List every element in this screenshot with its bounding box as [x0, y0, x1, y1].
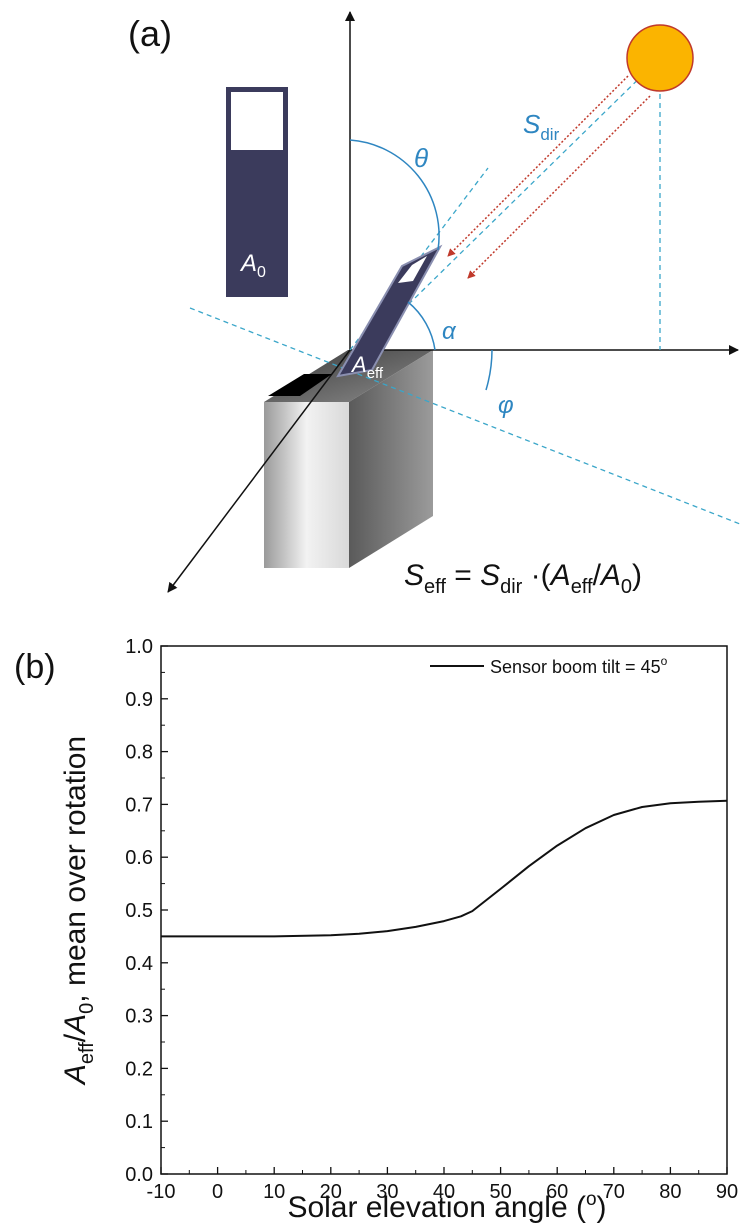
- y-tick-label: 0.6: [125, 847, 153, 869]
- x-tick-label: 70: [603, 1181, 625, 1203]
- x-tick-label: 90: [716, 1181, 738, 1203]
- y-tick-label: 0.8: [125, 742, 153, 764]
- tilted-sensor-panel: [268, 244, 443, 396]
- sensor-box-side: [349, 350, 433, 568]
- direct-ray-upper: [447, 75, 629, 257]
- plot-frame: [160, 645, 728, 1175]
- panel-a-label: (a): [128, 13, 172, 54]
- panel-a: (a) A0 Aeff: [128, 11, 741, 598]
- y-axis-label: Aeff/A0, mean over rotation: [59, 736, 98, 1086]
- panel-b-label: (b): [14, 648, 56, 686]
- sensor-box-top-shadow: [268, 374, 332, 396]
- y-tick-label: 1.0: [125, 636, 153, 658]
- legend-label: Sensor boom tilt = 45o: [490, 654, 668, 677]
- y-tick-label: 0.7: [125, 794, 153, 816]
- x-tick-label: 0: [212, 1181, 223, 1203]
- series-line: [161, 799, 728, 938]
- x-tick-label: 80: [659, 1181, 681, 1203]
- sdir-label: Sdir: [523, 109, 560, 144]
- sensor-box-front: [264, 402, 349, 568]
- sun-direction-dashed-line: [369, 57, 661, 343]
- theta-label: θ: [414, 143, 428, 173]
- y-tick-label: 0.4: [125, 953, 153, 975]
- a0-reference-plate: A0: [226, 87, 288, 297]
- aeff-label: Aeff: [350, 352, 384, 382]
- series-group: [161, 799, 728, 938]
- x-axis-ticks: -10 0 10 20 30 40 50 60 70 80 90: [147, 1167, 738, 1203]
- x-tick-label: 30: [376, 1181, 398, 1203]
- y-axis-ticks: 0.0 0.1 0.2 0.3 0.4 0.5 0.6 0.7 0.8 0.9 1.0: [125, 636, 168, 1186]
- sensor-panel-body: [336, 244, 443, 378]
- sun-icon: [626, 24, 694, 92]
- alpha-label: α: [442, 318, 457, 345]
- phi-label: φ: [498, 392, 514, 419]
- direct-ray-lower: [467, 95, 651, 279]
- legend: Sensor boom tilt = 45o: [430, 654, 668, 677]
- y-tick-label: 0.1: [125, 1111, 153, 1133]
- seff-formula: Seff = Sdir ·(Aeff/A0): [404, 559, 642, 598]
- x-tick-label: 60: [546, 1181, 568, 1203]
- a0-plate-window: [231, 92, 283, 150]
- x-tick-label: 40: [433, 1181, 455, 1203]
- theta-arc: [349, 139, 440, 251]
- panel-b: (b) 0.0 0.1 0.2 0.3 0.4 0.5 0.6 0.7 0.8 0.9 1.0 -1…: [14, 636, 738, 1224]
- a0-label: A0: [239, 250, 266, 281]
- x-tick-label: 50: [489, 1181, 511, 1203]
- x-tick-label: -10: [147, 1181, 176, 1203]
- phi-arc: [485, 349, 493, 391]
- sensor-panel-window: [398, 256, 427, 283]
- y-axis: [167, 349, 351, 593]
- sensor-box: [264, 350, 433, 568]
- y-tick-label: 0.2: [125, 1058, 153, 1080]
- y-tick-label: 0.5: [125, 900, 153, 922]
- x-tick-label: 20: [320, 1181, 342, 1203]
- y-tick-label: 0.3: [125, 1006, 153, 1028]
- alpha-arc: [407, 301, 436, 351]
- x-tick-label: 10: [263, 1181, 285, 1203]
- y-tick-label: 0.0: [125, 1164, 153, 1186]
- x-axis-label: Solar elevation angle (o): [287, 1189, 606, 1224]
- y-tick-label: 0.9: [125, 689, 153, 711]
